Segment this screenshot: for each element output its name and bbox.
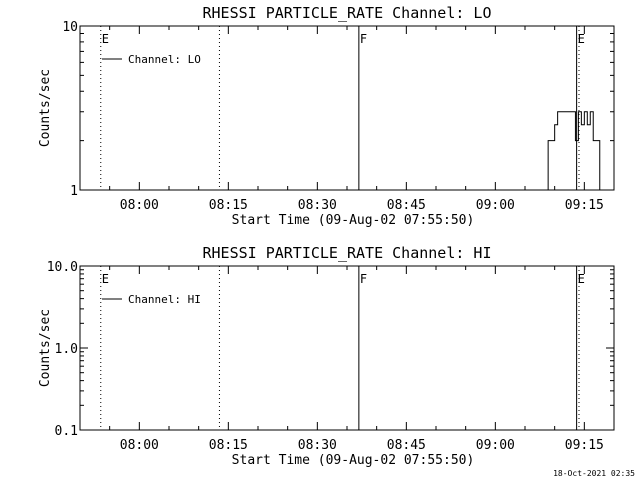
x-tick-label: 08:00 bbox=[120, 438, 159, 453]
x-tick-label: 08:15 bbox=[209, 438, 248, 453]
x-tick-label: 08:45 bbox=[387, 198, 426, 213]
x-tick-label: 08:30 bbox=[298, 438, 337, 453]
chart-title: RHESSI PARTICLE_RATE Channel: HI bbox=[203, 244, 492, 262]
x-tick-label: 09:00 bbox=[476, 438, 515, 453]
x-axis-label: Start Time (09-Aug-02 07:55:50) bbox=[232, 213, 475, 228]
legend-label: Channel: HI bbox=[128, 293, 201, 306]
chart-title: RHESSI PARTICLE_RATE Channel: LO bbox=[203, 4, 492, 22]
event-marker-label: E bbox=[102, 32, 109, 46]
x-tick-label: 09:15 bbox=[565, 438, 604, 453]
plot-frame bbox=[79, 265, 615, 431]
y-axis-label: Counts/sec bbox=[38, 309, 53, 387]
y-tick-label: 10 bbox=[62, 20, 78, 35]
event-marker-label: E bbox=[578, 272, 585, 286]
x-tick-label: 08:00 bbox=[120, 198, 159, 213]
panel-lo: RHESSI PARTICLE_RATE Channel: LO 08:00 08:… bbox=[38, 4, 615, 228]
legend-label: Channel: LO bbox=[128, 53, 201, 66]
y-tick-label: 1.0 bbox=[55, 342, 78, 357]
y-tick-label: 1 bbox=[70, 184, 78, 199]
x-tick-label: 09:00 bbox=[476, 198, 515, 213]
y-tick-label: 10.0 bbox=[47, 260, 78, 275]
timestamp-label: 18-Oct-2021 02:35 bbox=[553, 469, 635, 478]
panel-hi: RHESSI PARTICLE_RATE Channel: HI 08:00 08:… bbox=[38, 244, 615, 468]
x-tick-label: 09:15 bbox=[565, 198, 604, 213]
event-marker-label: F bbox=[360, 32, 367, 46]
y-tick-label: 0.1 bbox=[55, 424, 78, 439]
y-axis-label: Counts/sec bbox=[38, 69, 53, 147]
x-tick-label: 08:30 bbox=[298, 198, 337, 213]
event-marker-label: F bbox=[360, 272, 367, 286]
x-tick-label: 08:45 bbox=[387, 438, 426, 453]
x-tick-label: 08:15 bbox=[209, 198, 248, 213]
event-marker-label: E bbox=[102, 272, 109, 286]
plot-frame bbox=[79, 25, 615, 191]
x-axis-label: Start Time (09-Aug-02 07:55:50) bbox=[232, 453, 475, 468]
series-line bbox=[545, 111, 604, 191]
event-marker-label: E bbox=[578, 32, 585, 46]
